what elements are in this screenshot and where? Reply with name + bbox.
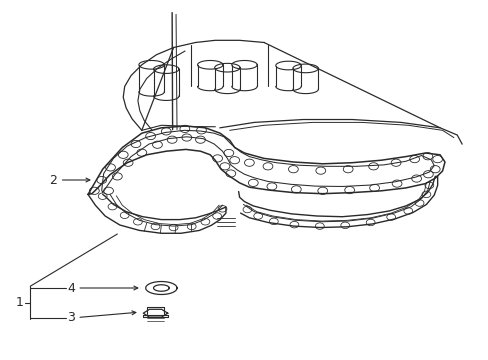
Text: 4: 4 xyxy=(67,282,75,294)
Text: 2: 2 xyxy=(49,174,57,186)
Text: 1: 1 xyxy=(16,296,23,309)
Text: 3: 3 xyxy=(67,311,75,324)
